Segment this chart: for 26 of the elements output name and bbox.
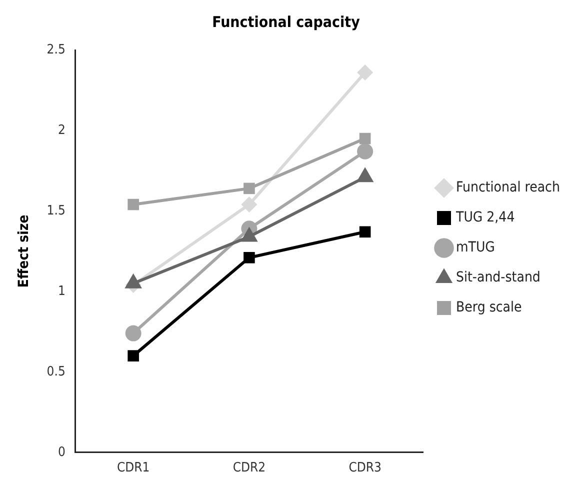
point	[244, 182, 255, 194]
legend-label: TUG 2,44	[455, 210, 515, 226]
y-tick-label: 0.5	[46, 364, 66, 380]
y-tick-label: 2.5	[46, 42, 66, 58]
x-tick-label: CDR2	[232, 460, 266, 476]
y-tick-label: 2	[58, 122, 66, 138]
y-tick-label: 0	[58, 444, 66, 460]
x-tick-label: CDR3	[348, 460, 382, 476]
y-tick-label: 1	[58, 284, 66, 299]
point	[244, 252, 255, 264]
point	[125, 325, 142, 342]
point	[128, 198, 139, 210]
legend-label: Berg scale	[456, 300, 522, 316]
y-tick-label: 1.5	[46, 203, 66, 218]
point	[357, 143, 374, 160]
chart-title: Functional capacity	[212, 12, 360, 31]
legend-label: mTUG	[456, 240, 495, 256]
point	[359, 132, 371, 144]
point	[357, 64, 374, 81]
point	[128, 350, 139, 362]
y-axis-title: Effect size	[16, 214, 32, 288]
point	[241, 196, 258, 213]
legend-label: Sit-and-stand	[456, 270, 540, 286]
legend-label: Functional reach	[456, 180, 560, 196]
point	[359, 226, 371, 238]
x-tick-label: CDR1	[116, 460, 150, 476]
